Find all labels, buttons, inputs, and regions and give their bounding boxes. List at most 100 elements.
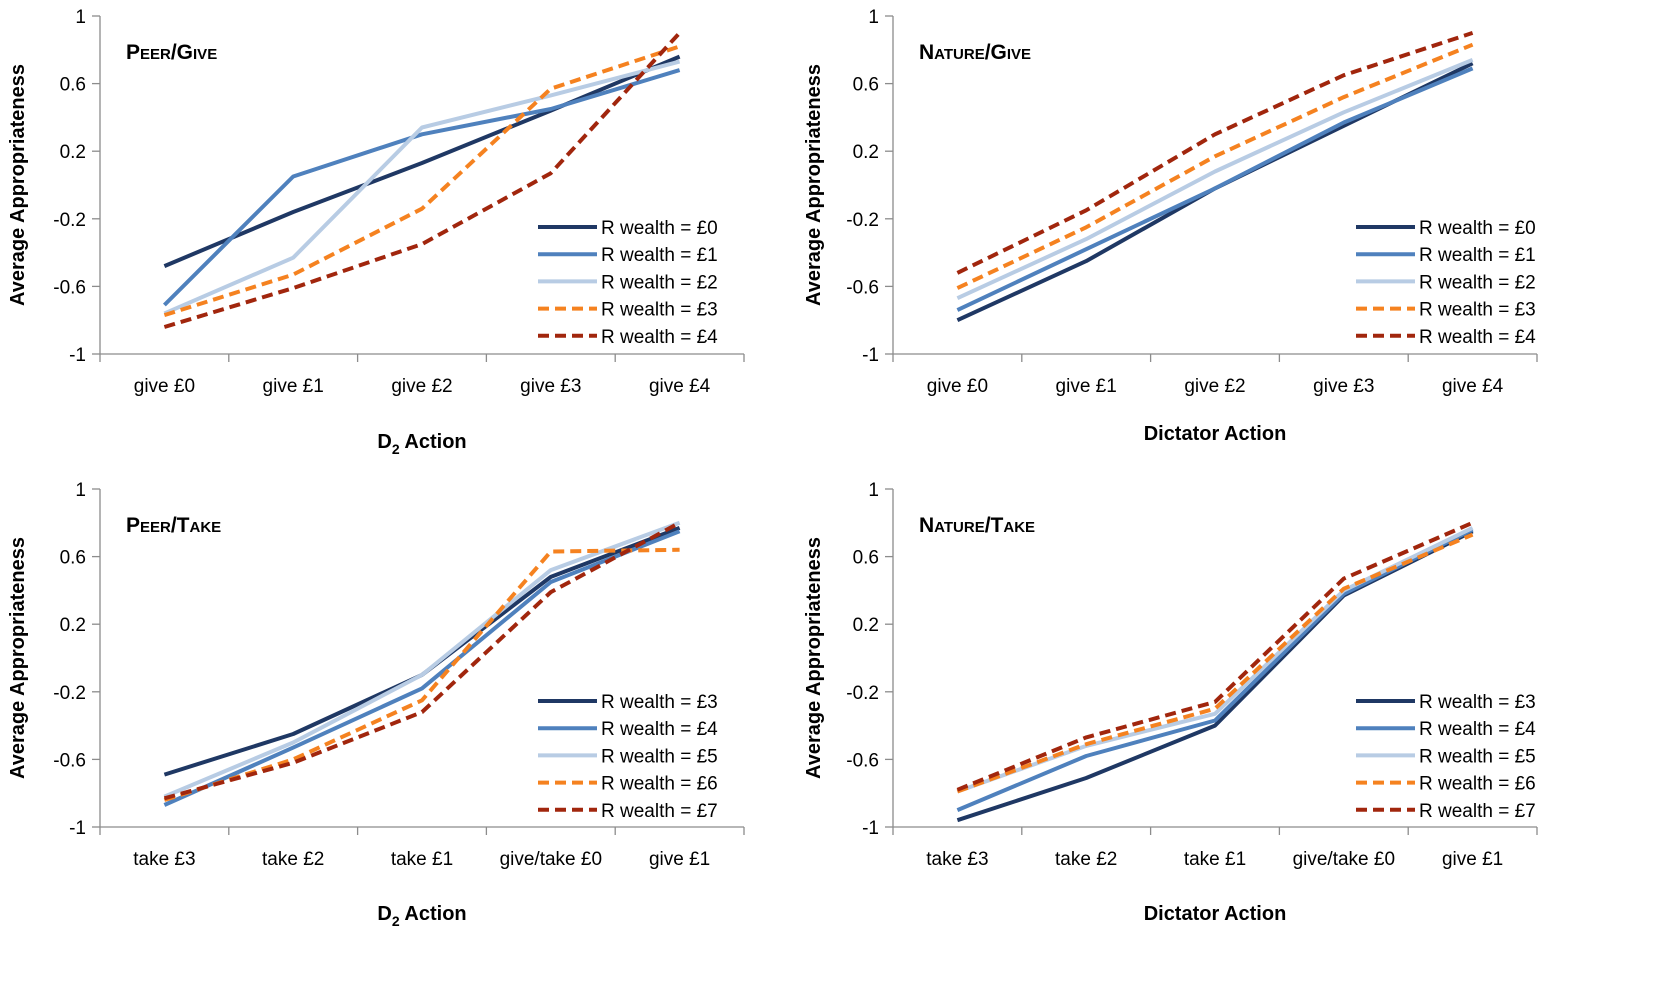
legend-label: R wealth = £4 [1419,719,1536,740]
x-tick-label: give/take £0 [500,849,602,870]
x-tick-label: take £1 [391,849,453,870]
series-line-5 [956,30,1474,275]
series-line-3 [163,59,681,316]
legend-label: R wealth = £3 [1419,692,1536,713]
legend-label: R wealth = £0 [601,218,718,239]
x-axis-title-main: D [377,903,391,925]
legend-label: R wealth = £1 [1419,245,1536,266]
y-tick-label: 1 [868,480,879,501]
legend-label: R wealth = £1 [601,245,718,266]
y-axis-title: Average Appropriateness [803,64,825,306]
series-line-5 [163,31,682,329]
y-tick-label: 0.6 [60,75,86,96]
y-tick-label: -0.2 [846,683,879,704]
legend-label: R wealth = £7 [601,801,718,822]
y-tick-label: 1 [75,480,86,501]
panel-title: Nature/Give [919,41,1031,64]
series-line-2 [163,529,681,807]
panel-title: Nature/Take [919,514,1035,537]
x-tick-label: give £4 [649,376,711,397]
series-line-2 [956,66,1474,312]
legend: R wealth = £0 R wealth = £1 R wealth = £2 R… [538,218,718,348]
chart-panel-3: 1 0.6 0.2 -0.2 -0.6 -1 take £3 take £2 take £1 gi… [7,480,745,929]
y-tick-label: 1 [75,7,86,28]
y-tick-label: -1 [862,345,879,366]
x-tick-label: give £1 [1442,849,1503,870]
series-line-5 [956,520,1474,792]
series-line-4 [163,44,681,318]
series-line-5 [163,521,681,801]
series-line-2 [956,527,1474,812]
x-tick-label: give £1 [649,849,710,870]
x-tick-label: take £1 [1184,849,1246,870]
x-tick-label: take £3 [926,849,988,870]
series-line-2 [162,68,681,307]
x-axis-title-subscript: 2 [392,441,400,457]
y-tick-label: 0.2 [60,142,86,163]
y-tick-label: 0.6 [60,548,86,569]
x-axis-title: Dictator Action [1144,903,1287,925]
x-tick-label: give £1 [263,376,324,397]
y-tick-label: -1 [69,345,86,366]
panel-title: Peer/Take [126,514,221,537]
legend-label: R wealth = £7 [1419,801,1536,822]
y-axis-title: Average Appropriateness [7,64,29,306]
y-tick-label: -0.6 [53,277,86,298]
panel-title: Peer/Give [126,41,217,64]
series-line-3 [163,520,681,799]
x-tick-label: give £4 [1442,376,1504,397]
x-axis-title-rest: Action [400,903,467,925]
y-tick-label: 0.2 [853,615,879,636]
y-tick-label: 1 [868,7,879,28]
series-line-4 [956,42,1474,290]
y-tick-label: -1 [69,818,86,839]
chart-panel-2: 1 0.6 0.2 -0.2 -0.6 -1 give £0 give £1 give £2 gi… [803,7,1538,445]
series-line-1 [163,54,681,268]
legend-label: R wealth = £4 [601,327,718,348]
legend: R wealth = £0 R wealth = £1 R wealth = £2 R… [1356,218,1536,348]
x-tick-label: give £1 [1056,376,1117,397]
x-axis-title: Dictator Action [1144,423,1287,445]
y-tick-label: 0.6 [853,75,879,96]
y-axis-title: Average Appropriateness [7,537,29,779]
legend-label: R wealth = £3 [601,692,718,713]
legend-label: R wealth = £6 [601,774,718,795]
x-tick-label: give £2 [391,376,452,397]
x-axis-title: D2 Action [377,903,466,929]
y-tick-label: -0.6 [846,277,879,298]
y-tick-label: -0.2 [846,210,879,231]
legend-label: R wealth = £4 [1419,327,1536,348]
legend: R wealth = £3 R wealth = £4 R wealth = £5 R… [1356,692,1536,822]
chart-panel-1: 1 0.6 0.2 -0.2 -0.6 -1 give £0 give £1 give £2 gi… [7,7,745,457]
y-tick-label: -0.2 [53,210,86,231]
y-tick-label: 0.6 [853,548,879,569]
series-line-4 [956,532,1474,794]
x-tick-label: give £3 [1313,376,1374,397]
x-tick-label: give/take £0 [1293,849,1395,870]
y-tick-label: -0.6 [53,750,86,771]
x-tick-label: give £3 [520,376,581,397]
y-tick-label: 0.2 [60,615,86,636]
x-axis-title-subscript: 2 [392,913,400,929]
legend-label: R wealth = £6 [1419,774,1536,795]
x-tick-label: take £3 [133,849,195,870]
legend-label: R wealth = £2 [601,272,718,293]
y-tick-label: -0.2 [53,683,86,704]
x-axis-title-main: D [377,431,391,453]
y-tick-label: -0.6 [846,750,879,771]
legend: R wealth = £3 R wealth = £4 R wealth = £5 R… [538,692,718,822]
x-tick-label: take £2 [262,849,324,870]
x-axis-title: D2 Action [377,431,466,457]
legend-label: R wealth = £0 [1419,218,1536,239]
x-axis-title-rest: Action [400,431,467,453]
legend-label: R wealth = £5 [1419,746,1536,767]
chart-panel-4: 1 0.6 0.2 -0.2 -0.6 -1 take £3 take £2 take £1 gi… [803,480,1538,925]
y-tick-label: -1 [862,818,879,839]
legend-label: R wealth = £5 [601,746,718,767]
series-line-3 [956,58,1474,301]
legend-label: R wealth = £3 [601,300,718,321]
legend-label: R wealth = £3 [1419,300,1536,321]
legend-label: R wealth = £2 [1419,272,1536,293]
